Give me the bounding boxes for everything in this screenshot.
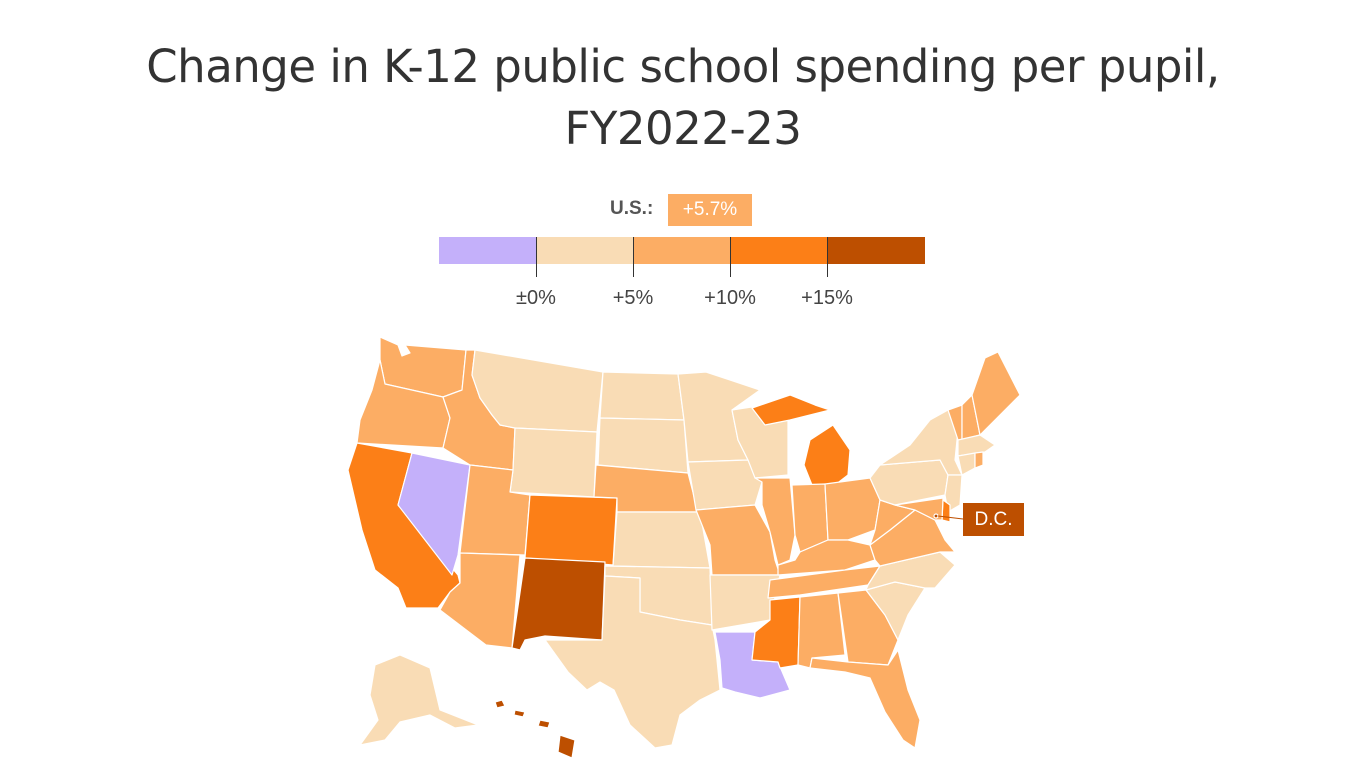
state-kentucky[interactable] <box>777 539 876 576</box>
legend-bin-decrease <box>439 237 537 264</box>
state-new-york[interactable] <box>879 409 963 476</box>
state-alaska[interactable] <box>359 654 479 746</box>
dc-leader-line <box>937 515 964 520</box>
state-north-dakota[interactable] <box>599 371 685 421</box>
dc-callout-label: D.C. <box>963 503 1024 536</box>
legend-color-bar <box>439 237 926 264</box>
state-colorado[interactable] <box>524 494 618 566</box>
state-texas[interactable] <box>544 575 721 749</box>
legend-tick-10 <box>730 237 731 277</box>
state-alabama[interactable] <box>797 592 846 669</box>
legend-tick-0 <box>536 237 537 277</box>
state-pennsylvania[interactable] <box>869 459 949 506</box>
state-new-jersey[interactable] <box>944 474 963 513</box>
state-north-carolina[interactable] <box>865 551 956 591</box>
title-line-2: FY2022-23 <box>564 102 802 155</box>
legend-tick-label-0: ±0% <box>516 287 556 309</box>
us-average-value: +5.7% <box>668 194 752 226</box>
legend-bin-15-plus <box>827 237 926 264</box>
state-michigan[interactable] <box>751 394 851 486</box>
state-hawaii[interactable] <box>494 699 576 759</box>
legend-bin-5-10 <box>633 237 731 264</box>
legend-bin-10-15 <box>730 237 828 264</box>
legend-tick-15 <box>827 237 828 277</box>
legend-tick-label-5: +5% <box>612 287 654 309</box>
legend-tick-label-15: +15% <box>801 287 853 309</box>
state-dc-marker[interactable] <box>933 513 939 519</box>
state-new-mexico[interactable] <box>511 557 606 651</box>
state-iowa[interactable] <box>687 459 763 511</box>
state-wyoming[interactable] <box>509 427 598 498</box>
chart-title: Change in K-12 public school spending pe… <box>0 36 1366 160</box>
state-rhode-island[interactable] <box>974 451 984 469</box>
legend-tick-label-10: +10% <box>704 287 756 309</box>
state-nevada[interactable] <box>397 452 471 576</box>
state-ohio[interactable] <box>824 477 881 541</box>
state-maryland[interactable] <box>894 497 944 521</box>
state-arizona[interactable] <box>439 552 521 649</box>
state-maine[interactable] <box>971 351 1021 436</box>
us-average-label: U.S.: <box>610 198 654 219</box>
title-line-1: Change in K-12 public school spending pe… <box>146 40 1220 93</box>
state-kansas[interactable] <box>612 511 711 569</box>
legend-tick-5 <box>633 237 634 277</box>
state-massachusetts[interactable] <box>957 434 996 457</box>
state-florida[interactable] <box>809 649 921 749</box>
state-montana[interactable] <box>471 349 604 433</box>
state-south-dakota[interactable] <box>597 417 689 474</box>
legend-bin-0-5 <box>536 237 634 264</box>
